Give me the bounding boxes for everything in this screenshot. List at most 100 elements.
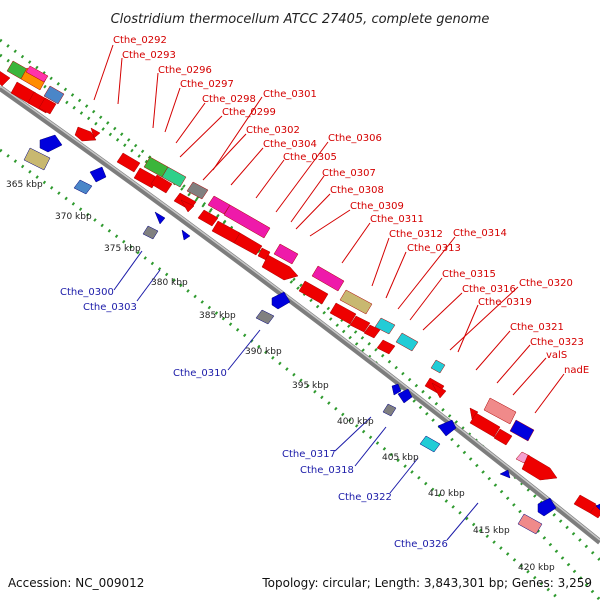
scale-label-395: 395 kbp: [292, 381, 329, 391]
gene-label-cthe-0319: Cthe_0319: [478, 297, 532, 308]
gene-label-cthe-0309: Cthe_0309: [350, 201, 404, 212]
gene-forward: [430, 359, 446, 374]
gene-forward: [349, 315, 371, 333]
gene-label-cthe-0303: Cthe_0303: [83, 302, 137, 313]
gene-label-cthe-0306: Cthe_0306: [328, 133, 382, 144]
gene-reverse: [382, 403, 397, 417]
scale-label-375: 375 kbp: [104, 244, 141, 254]
gene-label-cthe-0311: Cthe_0311: [370, 214, 424, 225]
scale-label-420: 420 kbp: [518, 563, 555, 573]
gene-forward: [90, 127, 101, 139]
reverse-features: [23, 134, 600, 535]
gene-label-nade: nadE: [564, 365, 589, 376]
gene-label-cthe-0321: Cthe_0321: [510, 322, 564, 333]
gene-reverse: [89, 166, 107, 183]
gene-forward: [469, 412, 501, 438]
gene-forward: [180, 199, 195, 213]
gene-forward: [509, 419, 535, 442]
gene-reverse: [181, 229, 191, 241]
gene-reverse: [39, 134, 63, 153]
scale-labels: 365 kbp 370 kbp 375 kbp 380 kbp 385 kbp …: [6, 180, 555, 573]
gene-label-cthe-0316: Cthe_0316: [462, 284, 516, 295]
gene-label-cthe-0317: Cthe_0317: [282, 449, 336, 460]
gene-label-cthe-0326: Cthe_0326: [394, 539, 448, 550]
gene-label-cthe-0307: Cthe_0307: [322, 168, 376, 179]
gene-reverse: [419, 435, 441, 453]
gene-forward: [74, 126, 97, 142]
gene-reverse: [595, 503, 600, 511]
accession-text: Accession: NC_009012: [8, 576, 144, 590]
gene-forward: [207, 195, 231, 215]
gene-forward: [38, 97, 57, 115]
gene-reverse: [154, 211, 166, 225]
gene-reverse: [271, 291, 291, 310]
scale-label-365: 365 kbp: [6, 180, 43, 190]
gene-forward: [431, 382, 447, 399]
scale-label-405: 405 kbp: [382, 453, 419, 463]
reverse-leaders: [113, 250, 479, 541]
gene-forward: [43, 85, 65, 105]
scale-label-415: 415 kbp: [473, 526, 510, 536]
gene-forward: [233, 232, 263, 256]
gene-label-cthe-0308: Cthe_0308: [330, 185, 384, 196]
gene-reverse: [73, 179, 93, 195]
gene-label-cthe-0302: Cthe_0302: [246, 125, 300, 136]
forward-label-group: Cthe_0292 Cthe_0293 Cthe_0296 Cthe_0297 …: [113, 35, 589, 376]
gene-forward: [515, 451, 531, 464]
gene-forward: [363, 324, 381, 339]
gene-forward: [150, 174, 173, 194]
gene-forward: [116, 152, 141, 173]
gene-forward: [261, 254, 299, 281]
scale-label-410: 410 kbp: [428, 489, 465, 499]
gene-forward: [376, 339, 396, 355]
gene-reverse: [397, 388, 413, 404]
gene-label-cthe-0301: Cthe_0301: [263, 89, 317, 100]
gene-label-cthe-0310: Cthe_0310: [173, 368, 227, 379]
gene-forward: [311, 265, 345, 292]
scale-label-370: 370 kbp: [55, 212, 92, 222]
gene-forward: [395, 332, 419, 352]
scale-label-400: 400 kbp: [337, 417, 374, 427]
gene-reverse: [537, 497, 557, 517]
gene-forward: [0, 71, 11, 87]
gene-label-cthe-0293: Cthe_0293: [122, 50, 176, 61]
gene-label-cthe-0320: Cthe_0320: [519, 278, 573, 289]
gene-forward: [25, 65, 49, 83]
gene-forward: [223, 204, 271, 239]
forward-leaders: [93, 44, 565, 414]
gene-label-cthe-0312: Cthe_0312: [389, 229, 443, 240]
scale-label-390: 390 kbp: [245, 347, 282, 357]
gene-forward: [298, 280, 329, 305]
topology-text: Topology: circular; Length: 3,843,301 bp…: [261, 576, 592, 590]
forward-features: [0, 60, 600, 519]
gene-label-cthe-0305: Cthe_0305: [283, 152, 337, 163]
gene-reverse: [437, 419, 457, 437]
gene-label-cthe-0296: Cthe_0296: [158, 65, 212, 76]
gene-label-cthe-0298: Cthe_0298: [202, 94, 256, 105]
gene-reverse: [23, 147, 51, 171]
gene-forward: [339, 289, 373, 315]
gene-label-cthe-0292: Cthe_0292: [113, 35, 167, 46]
gene-reverse: [517, 513, 543, 535]
gene-reverse: [142, 225, 159, 240]
scale-label-380: 380 kbp: [151, 278, 188, 288]
gene-forward: [374, 317, 396, 335]
gene-forward: [197, 209, 219, 227]
gene-label-cthe-0322: Cthe_0322: [338, 492, 392, 503]
gene-label-cthe-0299: Cthe_0299: [222, 107, 276, 118]
gene-forward: [273, 243, 299, 265]
track-rings: [0, 38, 600, 600]
gene-reverse: [255, 309, 275, 325]
gene-forward: [329, 302, 357, 325]
gene-label-cthe-0313: Cthe_0313: [407, 243, 461, 254]
genome-backbone: [0, 85, 600, 545]
gene-forward: [589, 504, 600, 519]
gene-label-cthe-0318: Cthe_0318: [300, 465, 354, 476]
gene-label-vals: valS: [546, 350, 567, 361]
reverse-label-group: Cthe_0300 Cthe_0303 Cthe_0310 Cthe_0317 …: [60, 287, 448, 550]
gene-forward: [483, 397, 517, 425]
map-title: Clostridium thermocellum ATCC 27405, com…: [111, 12, 490, 27]
gene-forward: [493, 428, 513, 446]
gene-forward: [521, 454, 558, 481]
